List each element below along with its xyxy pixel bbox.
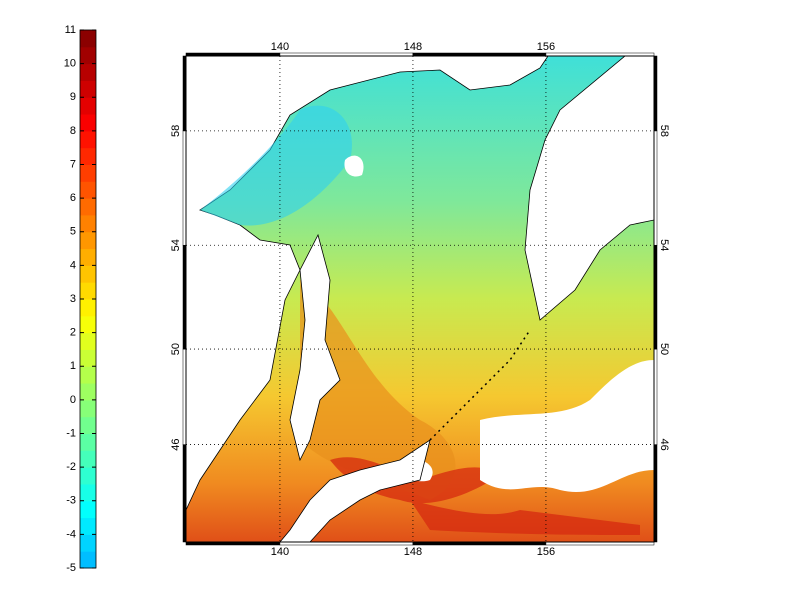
lat-tick-label: 46 [170, 438, 182, 450]
colorbar-swatch [80, 517, 96, 535]
colorbar-tick-label: 10 [64, 58, 76, 70]
colorbar-tick-label: -3 [66, 495, 76, 507]
colorbar-swatch [80, 181, 96, 199]
colorbar-swatch [80, 248, 96, 266]
frame-border [185, 55, 655, 543]
colorbar-swatch [80, 147, 96, 165]
colorbar-swatch [80, 366, 96, 384]
colorbar-swatch [80, 500, 96, 519]
lat-tick-label: 54 [658, 239, 670, 251]
colorbar-swatch [80, 282, 96, 300]
map-frame: 140 140 148 148 156 156 46 46 50 50 54 54 58 58 [170, 41, 670, 558]
colorbar-swatch [80, 265, 96, 283]
colorbar-tick-label: -5 [66, 562, 76, 574]
kuril-islands [429, 329, 531, 441]
colorbar-tick-label: 11 [65, 24, 76, 36]
lon-tick-label: 148 [404, 546, 422, 558]
colorbar-swatch [80, 97, 96, 115]
colorbar-tick-label: 8 [70, 125, 76, 137]
lat-tick-label: 46 [658, 438, 670, 450]
colorbar-swatch [80, 551, 96, 569]
colorbar-swatch [80, 80, 96, 98]
lon-tick-label: 156 [537, 41, 555, 53]
lon-tick-label: 156 [537, 546, 555, 558]
map-field [186, 56, 654, 542]
colorbar-swatch [80, 383, 96, 401]
colorbar-tick-label: 9 [70, 91, 76, 103]
lat-tick-label: 50 [658, 343, 670, 355]
colorbar-tick-label: 2 [70, 327, 76, 339]
land-sakhalin [289, 233, 341, 462]
colorbar-tick-label: 4 [70, 259, 76, 271]
lat-tick-label: 58 [658, 125, 670, 137]
colorbar-tick-label: 1 [70, 360, 76, 372]
colorbar-swatch [80, 349, 96, 367]
colorbar-swatch [80, 46, 96, 65]
lon-tick-label: 140 [271, 546, 289, 558]
colorbar-tick-label: 6 [70, 192, 76, 204]
colorbar-tick-label: 0 [70, 394, 76, 406]
colorbar-swatch [80, 231, 96, 250]
colorbar-swatch [80, 164, 96, 182]
colorbar: -5 -4 -3 -2 -1 0 1 2 3 4 5 6 7 8 9 10 11 [64, 24, 97, 574]
colorbar-swatch [80, 467, 96, 485]
colorbar-swatch [80, 483, 96, 502]
colorbar-swatch [80, 198, 96, 216]
colorbar-tick-label: 5 [70, 226, 76, 238]
colorbar-tick-label: -4 [66, 528, 76, 540]
colorbar-swatch [80, 416, 96, 434]
colorbar-swatch [80, 30, 96, 48]
lon-tick-label: 140 [271, 41, 289, 53]
colorbar-swatch [80, 63, 96, 81]
colorbar-swatch [80, 299, 96, 317]
colorbar-swatch [80, 450, 96, 468]
colorbar-swatch [80, 315, 96, 334]
colorbar-tick-label: 3 [70, 293, 76, 305]
colorbar-swatch [80, 534, 96, 552]
lat-tick-label: 58 [170, 125, 182, 137]
cool-patch [200, 105, 352, 226]
warm-patch [300, 280, 456, 500]
colorbar-swatch [80, 214, 96, 233]
colorbar-swatch [80, 399, 96, 418]
colorbar-swatch [80, 130, 96, 149]
colorbar-swatch [80, 114, 96, 132]
lon-tick-label: 148 [404, 41, 422, 53]
colorbar-tick-label: 7 [70, 158, 76, 170]
lat-tick-label: 50 [170, 343, 182, 355]
colorbar-tick-label: -2 [66, 461, 76, 473]
colorbar-swatch [80, 433, 96, 451]
lat-tick-label: 54 [170, 239, 182, 251]
no-data [344, 155, 654, 493]
colorbar-swatch [80, 332, 96, 350]
colorbar-tick-label: -1 [66, 427, 76, 439]
